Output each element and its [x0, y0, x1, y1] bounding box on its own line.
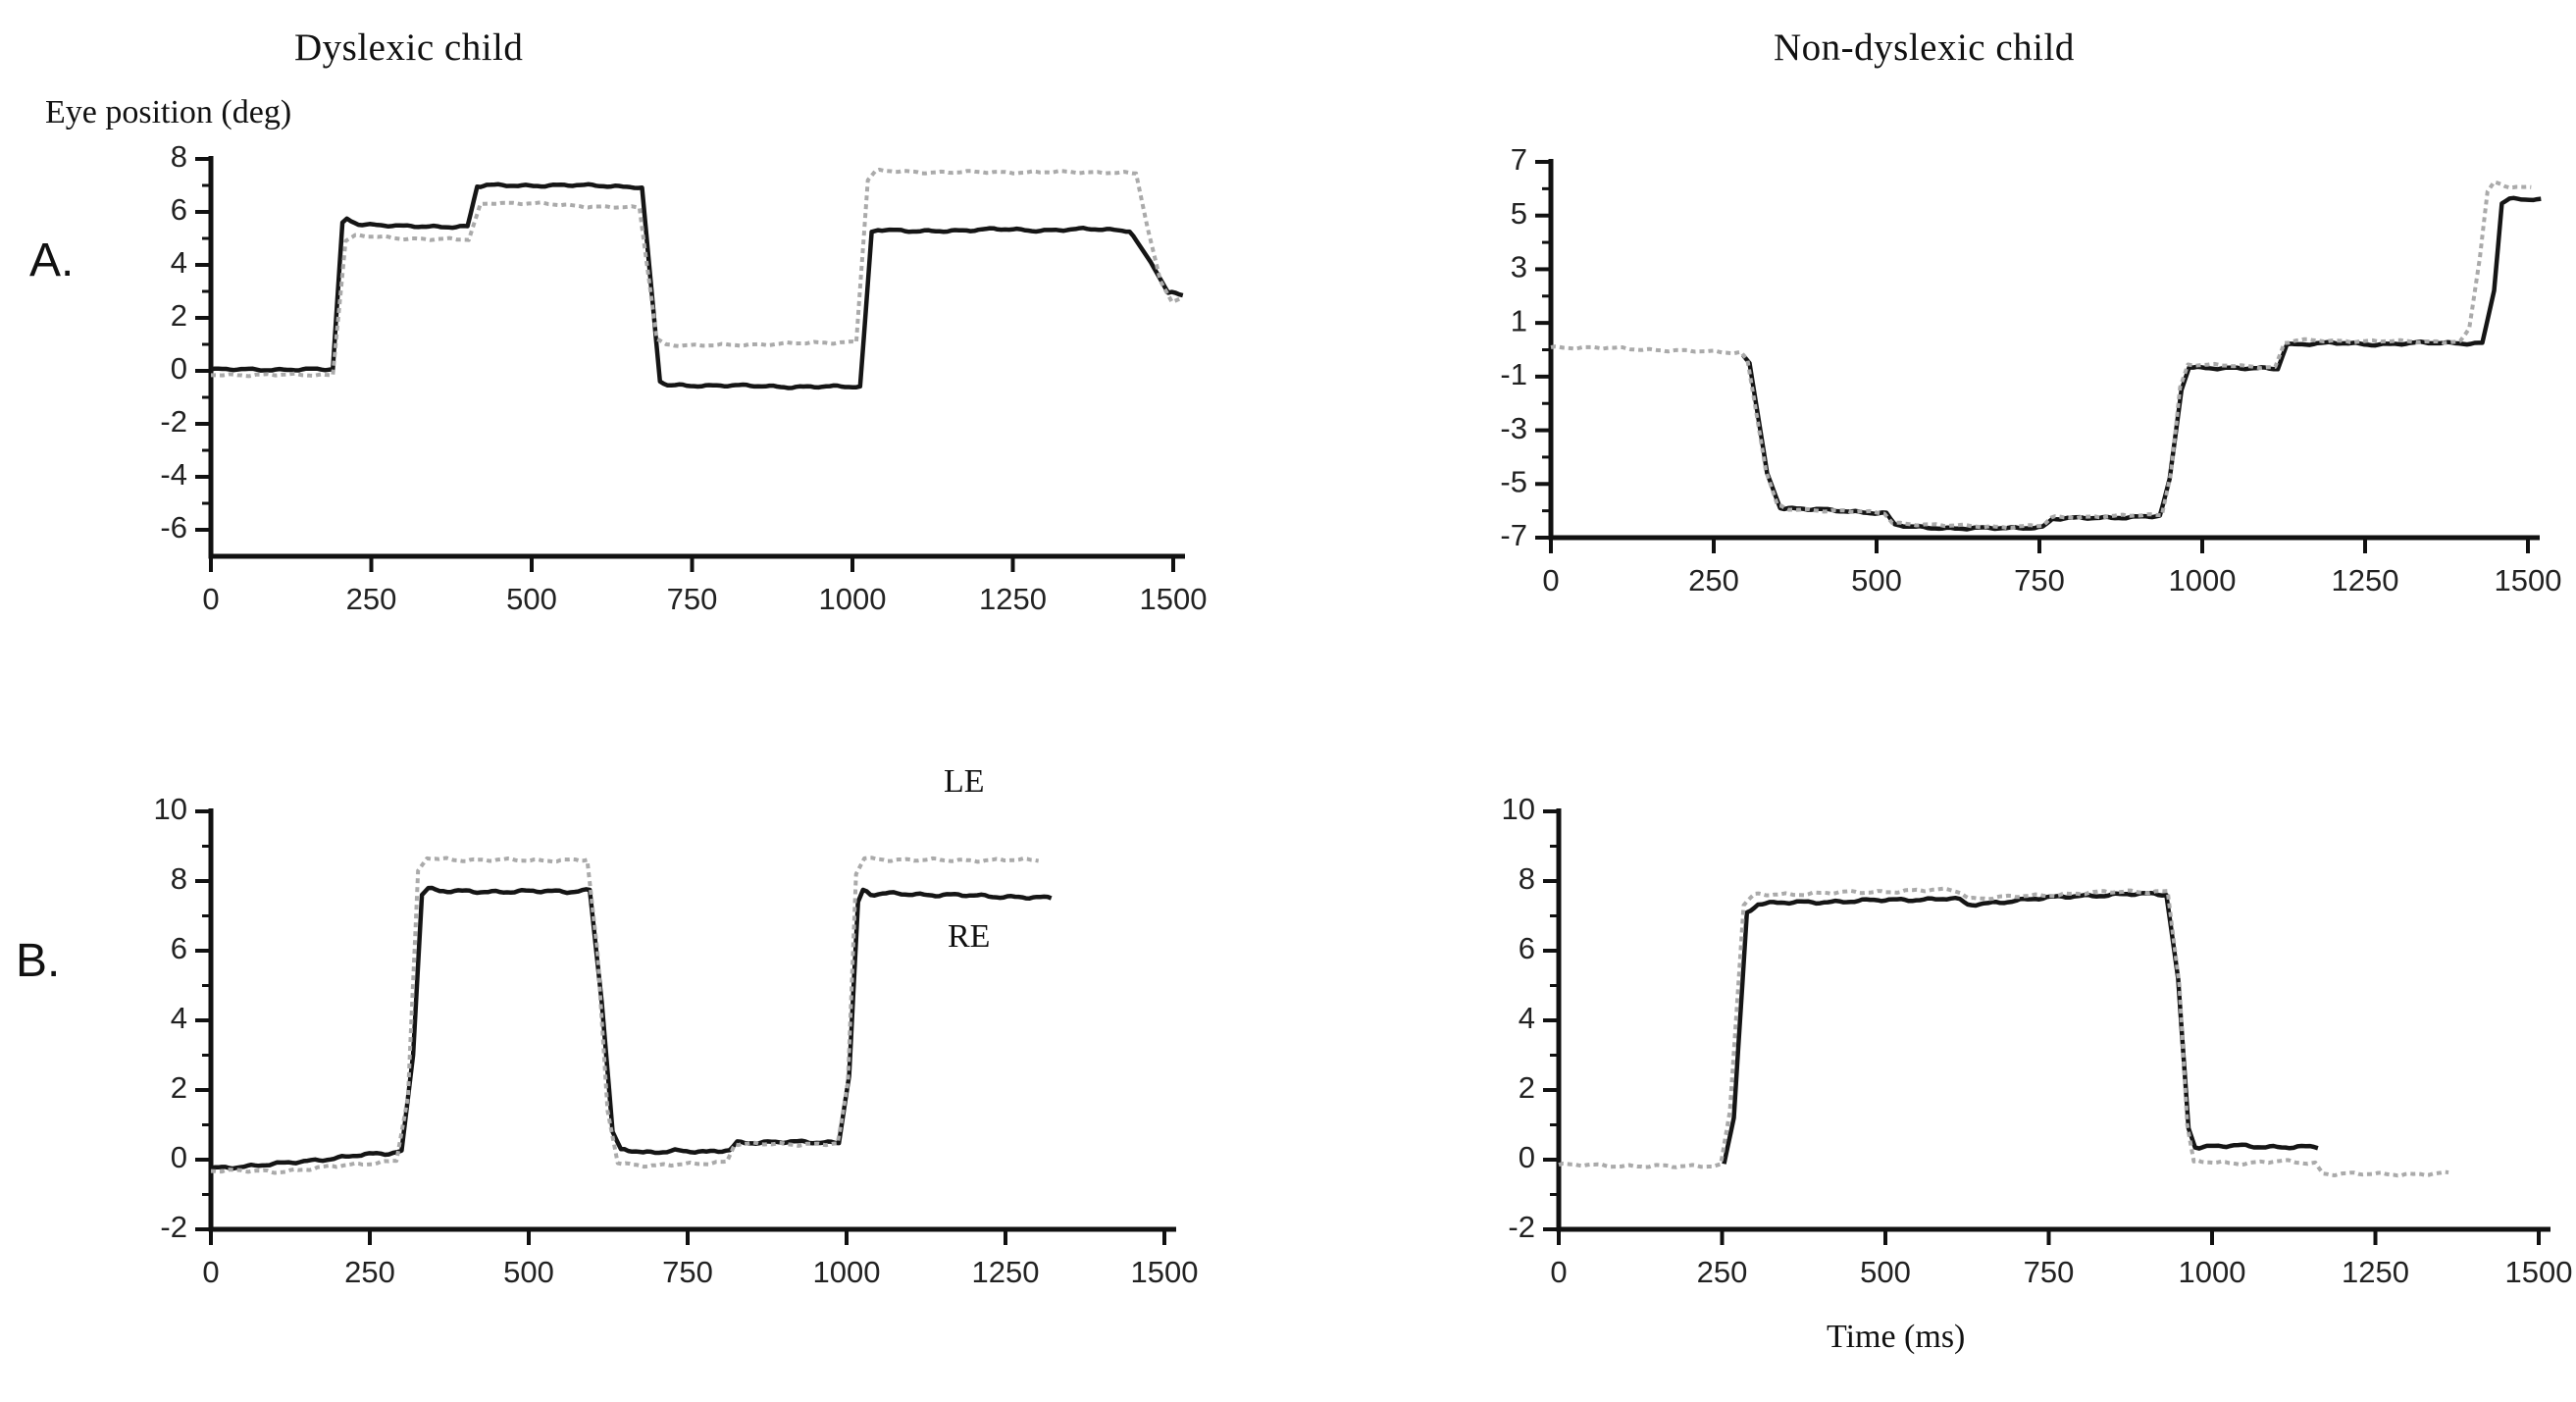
svg-text:8: 8 — [171, 861, 187, 896]
svg-text:0: 0 — [171, 1140, 187, 1174]
svg-text:-1: -1 — [1500, 357, 1527, 391]
svg-text:750: 750 — [667, 582, 718, 616]
panel-a-dyslexic-le-trace — [211, 167, 1182, 379]
svg-text:1000: 1000 — [2179, 1255, 2246, 1289]
svg-text:6: 6 — [171, 192, 187, 227]
y-axis-label: Eye position (deg) — [45, 94, 292, 130]
svg-text:250: 250 — [344, 1255, 395, 1289]
svg-text:10: 10 — [154, 792, 187, 826]
svg-text:250: 250 — [346, 582, 397, 616]
panel-label-a: A. — [29, 234, 75, 286]
svg-text:1000: 1000 — [2169, 563, 2237, 597]
panel-b-dyslexic-re-trace — [210, 885, 1053, 1171]
svg-text:1500: 1500 — [1140, 582, 1208, 616]
left-eye-trace-label: LE — [944, 763, 985, 800]
svg-text:1250: 1250 — [2332, 563, 2399, 597]
column-title-dyslexic: Dyslexic child — [294, 26, 524, 69]
svg-text:-3: -3 — [1500, 411, 1527, 445]
svg-text:-4: -4 — [160, 457, 187, 492]
svg-text:500: 500 — [506, 582, 557, 616]
panel-b-dyslexic-le-trace — [210, 856, 1040, 1175]
column-title-non-dyslexic: Non-dyslexic child — [1774, 26, 2075, 69]
panel-a-nondyslexic-le-trace — [1550, 180, 2532, 531]
svg-text:0: 0 — [1519, 1140, 1535, 1174]
svg-text:2: 2 — [171, 1070, 187, 1105]
panel-b-nondyslexic: 10 8 6 4 2 0 -2 0 250 500 750 1000 1250 1500 — [1502, 792, 2573, 1289]
svg-text:0: 0 — [1550, 1255, 1567, 1289]
svg-text:10: 10 — [1502, 792, 1535, 826]
svg-text:500: 500 — [1860, 1255, 1911, 1289]
svg-text:2: 2 — [171, 298, 187, 333]
panel-a-nondyslexic-re-trace — [1741, 195, 2542, 532]
svg-text:250: 250 — [1688, 563, 1739, 597]
svg-text:-5: -5 — [1500, 464, 1527, 498]
svg-text:4: 4 — [1519, 1001, 1535, 1035]
svg-text:6: 6 — [1519, 931, 1535, 965]
svg-text:1000: 1000 — [813, 1255, 881, 1289]
svg-text:1000: 1000 — [819, 582, 887, 616]
panel-label-b: B. — [16, 935, 61, 987]
svg-text:0: 0 — [1542, 563, 1559, 597]
svg-text:4: 4 — [171, 1001, 187, 1035]
svg-text:0: 0 — [202, 582, 219, 616]
svg-text:1500: 1500 — [2505, 1255, 2573, 1289]
svg-text:-2: -2 — [1508, 1210, 1535, 1244]
svg-text:1500: 1500 — [1131, 1255, 1199, 1289]
svg-text:2: 2 — [1519, 1070, 1535, 1105]
svg-text:500: 500 — [1851, 563, 1902, 597]
svg-text:7: 7 — [1511, 142, 1527, 177]
svg-text:1500: 1500 — [2495, 563, 2562, 597]
svg-text:8: 8 — [171, 139, 187, 174]
svg-text:5: 5 — [1511, 196, 1527, 231]
svg-text:4: 4 — [171, 245, 187, 280]
panel-b-nondyslexic-re-trace — [1722, 890, 2319, 1165]
svg-text:6: 6 — [171, 931, 187, 965]
svg-text:3: 3 — [1511, 250, 1527, 285]
svg-text:8: 8 — [1519, 861, 1535, 896]
right-eye-trace-label: RE — [948, 918, 991, 955]
svg-text:-7: -7 — [1500, 518, 1527, 552]
svg-text:1250: 1250 — [979, 582, 1047, 616]
svg-text:0: 0 — [202, 1255, 219, 1289]
svg-text:1: 1 — [1511, 303, 1527, 338]
svg-text:1250: 1250 — [972, 1255, 1040, 1289]
svg-text:-2: -2 — [160, 404, 187, 439]
svg-text:750: 750 — [2024, 1255, 2075, 1289]
panel-b-dyslexic: 10 8 6 4 2 0 -2 0 250 500 750 1000 1250 1500 — [154, 792, 1199, 1289]
svg-text:750: 750 — [662, 1255, 713, 1289]
panel-a-nondyslexic: 7 5 3 1 -1 -3 -5 -7 0 250 500 750 1000 1250 1500 — [1500, 142, 2561, 597]
panel-b-nondyslexic-le-trace — [1558, 886, 2449, 1178]
svg-text:-2: -2 — [160, 1210, 187, 1244]
svg-text:-6: -6 — [160, 510, 187, 545]
svg-text:250: 250 — [1697, 1255, 1748, 1289]
svg-text:1250: 1250 — [2342, 1255, 2409, 1289]
svg-text:0: 0 — [171, 351, 187, 386]
panel-a-dyslexic: 8 6 4 2 0 -2 -4 -6 0 250 500 750 1000 1250 1500 — [160, 139, 1207, 616]
svg-text:500: 500 — [503, 1255, 554, 1289]
svg-text:750: 750 — [2014, 563, 2065, 597]
x-axis-label: Time (ms) — [1827, 1319, 1966, 1355]
panel-a-dyslexic-re-trace — [210, 182, 1184, 390]
